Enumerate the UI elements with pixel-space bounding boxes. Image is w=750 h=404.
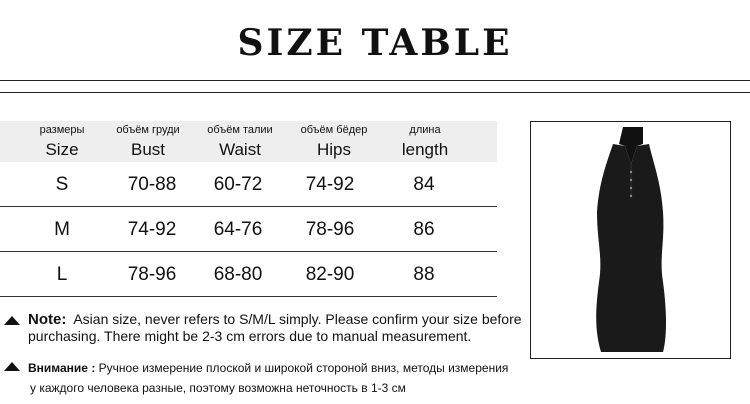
header-en: Hips [316, 140, 352, 159]
cell: 78-96 [305, 219, 355, 240]
cell: M [54, 219, 70, 240]
cell: 86 [413, 219, 435, 240]
header-ru: объём груди [116, 124, 180, 136]
header-ru: размеры [39, 124, 85, 136]
table-row: S 70-88 60-72 74-92 84 [0, 162, 497, 207]
cell: 60-72 [213, 174, 263, 195]
note-line2: purchasing. There might be 2-3 cm errors… [28, 328, 472, 344]
header-en: Size [45, 140, 79, 159]
cell: L [56, 264, 68, 285]
header-en: Bust [130, 140, 166, 159]
note-label: Note: [28, 311, 67, 328]
cell: 70-88 [127, 174, 177, 195]
cell: 88 [413, 264, 435, 285]
cell: 64-76 [213, 219, 263, 240]
header-ru: длина [409, 124, 441, 136]
cell: S [55, 174, 69, 195]
triangle-up-icon [4, 316, 20, 325]
header-en: Waist [219, 140, 261, 159]
size-table: размеры Size объём груди Bust объём тали… [0, 121, 497, 297]
cell: 74-92 [127, 219, 177, 240]
warning-text: Внимание : Ручное измерение плоской и ши… [28, 358, 508, 398]
table-row: L 78-96 68-80 82-90 88 [0, 252, 497, 297]
header-en: length [401, 140, 449, 159]
page-title: SIZE TABLE [237, 22, 513, 64]
divider [0, 80, 750, 81]
divider [0, 92, 750, 93]
product-image [530, 121, 731, 359]
warning-line2: у каждого человека разные, поэтому возмо… [30, 381, 406, 395]
note-line1: Asian size, never refers to S/M/L simply… [73, 311, 522, 327]
triangle-up-icon [4, 362, 20, 371]
cell: 78-96 [127, 264, 177, 285]
dress-image [596, 127, 666, 352]
warning-line1: Ручное измерение плоской и широкой сторо… [98, 361, 509, 375]
cell: 74-92 [305, 174, 355, 195]
table-header: размеры Size объём груди Bust объём тали… [0, 121, 497, 162]
warning-label: Внимание : [28, 361, 96, 375]
header-ru: объём бёдер [300, 124, 368, 136]
cell: 68-80 [213, 264, 263, 285]
cell: 82-90 [305, 264, 355, 285]
cell: 84 [413, 174, 435, 195]
header-ru: объём талии [207, 124, 273, 136]
note-text: Note: Asian size, never refers to S/M/L … [28, 311, 522, 344]
table-row: M 74-92 64-76 78-96 86 [0, 207, 497, 252]
